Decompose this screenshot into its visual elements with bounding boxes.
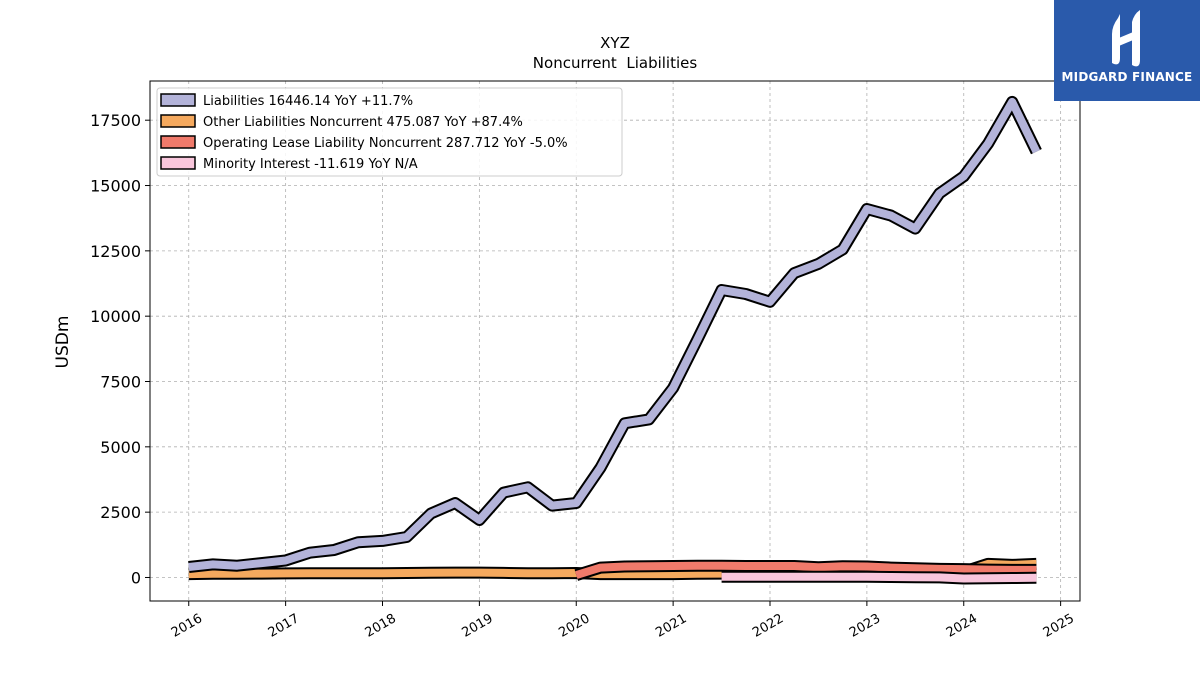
- legend-entry: Operating Lease Liability Noncurrent 287…: [203, 136, 568, 151]
- y-axis-label: USDm: [53, 316, 73, 369]
- x-tick-label: 2019: [460, 611, 496, 641]
- series-line-operating-lease-liability-noncurrent: [575, 561, 1037, 579]
- chart-subtitle: Noncurrent Liabilities: [533, 54, 698, 72]
- series-line-liabilities: [188, 97, 1040, 571]
- y-tick-label: 0: [131, 568, 141, 587]
- x-tick-label: 2024: [944, 611, 980, 641]
- legend-swatch: [160, 156, 196, 170]
- x-tick-label: 2017: [266, 611, 302, 641]
- y-tick-label: 15000: [90, 177, 141, 196]
- logo-mark-icon: [1112, 10, 1140, 67]
- y-tick-label: 17500: [90, 111, 141, 130]
- x-tick-label: 2023: [847, 611, 883, 641]
- x-tick-label: 2020: [556, 611, 592, 641]
- y-tick-label: 5000: [100, 438, 141, 457]
- y-tick-label: 7500: [100, 373, 141, 392]
- x-tick-label: 2018: [363, 611, 399, 641]
- legend-box: [156, 87, 623, 177]
- legend-swatch: [160, 135, 196, 149]
- x-tick-label: 2022: [750, 611, 786, 641]
- legend-entry: Other Liabilities Noncurrent 475.087 YoY…: [203, 115, 523, 130]
- x-tick-label: 2021: [653, 611, 689, 641]
- chart-title: XYZ: [600, 34, 630, 52]
- legend: Liabilities 16446.14 YoY +11.7% Other Lia…: [156, 87, 623, 177]
- series-line-minority-interest: [721, 572, 1037, 583]
- brand-name: MIDGARD FINANCE: [1061, 70, 1193, 84]
- x-tick-label: 2016: [169, 611, 205, 641]
- x-tick-label: 2025: [1041, 611, 1077, 641]
- series-areas: [188, 95, 1042, 585]
- brand-logo: MIDGARD FINANCE: [1054, 0, 1200, 101]
- plot-frame: [149, 80, 1081, 602]
- axes: 0 2500 5000 7500 10000 12500 15000 17500 2016 201…: [90, 80, 1081, 641]
- y-tick-label: 10000: [90, 307, 141, 326]
- y-tick-label: 2500: [100, 503, 141, 522]
- legend-entry: Minority Interest -11.619 YoY N/A: [203, 157, 418, 172]
- legend-swatch: [160, 93, 196, 107]
- legend-entry: Liabilities 16446.14 YoY +11.7%: [203, 94, 413, 109]
- y-tick-label: 12500: [90, 242, 141, 261]
- legend-swatch: [160, 114, 196, 128]
